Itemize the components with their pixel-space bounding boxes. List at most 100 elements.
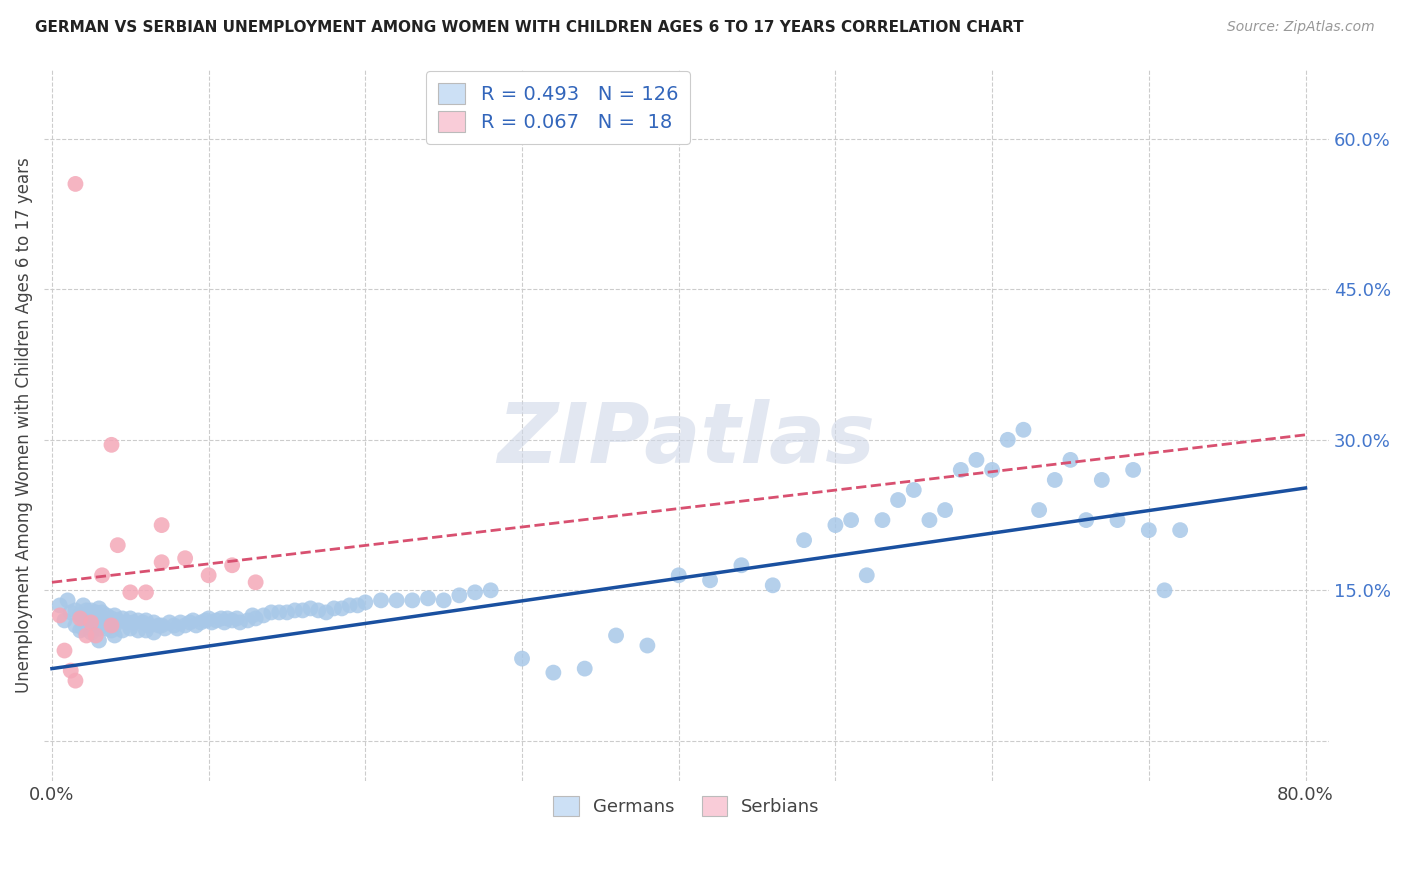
- Point: [80, 625, 103, 640]
- Point: [730, 558, 752, 573]
- Point: [762, 578, 785, 592]
- Point: [120, 611, 142, 625]
- Point: [107, 538, 129, 552]
- Point: [65, 618, 87, 632]
- Point: [166, 622, 188, 636]
- Point: [252, 608, 274, 623]
- Point: [87, 622, 110, 636]
- Point: [111, 611, 134, 625]
- Point: [65, 177, 87, 191]
- Point: [87, 633, 110, 648]
- Point: [127, 614, 149, 628]
- Point: [135, 614, 157, 628]
- Point: [323, 601, 346, 615]
- Point: [401, 593, 423, 607]
- Point: [479, 583, 502, 598]
- Point: [122, 615, 145, 630]
- Text: Source: ZipAtlas.com: Source: ZipAtlas.com: [1227, 20, 1375, 34]
- Point: [291, 603, 314, 617]
- Point: [69, 608, 91, 623]
- Point: [127, 624, 149, 638]
- Point: [53, 614, 76, 628]
- Point: [91, 618, 114, 632]
- Point: [276, 606, 298, 620]
- Point: [59, 664, 82, 678]
- Point: [330, 601, 353, 615]
- Point: [135, 585, 157, 599]
- Point: [887, 493, 910, 508]
- Point: [416, 591, 439, 606]
- Point: [699, 574, 721, 588]
- Point: [949, 463, 972, 477]
- Point: [184, 618, 207, 632]
- Point: [104, 618, 127, 632]
- Point: [339, 599, 361, 613]
- Legend: Germans, Serbians: Germans, Serbians: [544, 788, 830, 825]
- Point: [221, 558, 243, 573]
- Point: [197, 611, 219, 625]
- Point: [636, 639, 658, 653]
- Point: [135, 624, 157, 638]
- Point: [934, 503, 956, 517]
- Point: [918, 513, 941, 527]
- Point: [307, 603, 329, 617]
- Point: [150, 518, 173, 533]
- Point: [174, 618, 197, 632]
- Point: [179, 615, 201, 630]
- Point: [385, 593, 408, 607]
- Point: [449, 588, 471, 602]
- Point: [69, 624, 91, 638]
- Point: [510, 651, 533, 665]
- Point: [142, 615, 165, 630]
- Point: [1076, 513, 1098, 527]
- Point: [169, 615, 191, 630]
- Point: [236, 614, 259, 628]
- Point: [197, 568, 219, 582]
- Point: [120, 622, 142, 636]
- Point: [107, 614, 129, 628]
- Point: [217, 611, 239, 625]
- Point: [49, 608, 72, 623]
- Point: [824, 518, 846, 533]
- Point: [1091, 473, 1114, 487]
- Point: [111, 624, 134, 638]
- Point: [49, 599, 72, 613]
- Point: [104, 608, 127, 623]
- Point: [221, 614, 243, 628]
- Point: [159, 615, 181, 630]
- Point: [65, 603, 87, 617]
- Point: [245, 611, 267, 625]
- Point: [269, 606, 291, 620]
- Point: [69, 611, 91, 625]
- Point: [100, 624, 122, 638]
- Point: [75, 603, 97, 617]
- Point: [72, 622, 94, 636]
- Point: [142, 625, 165, 640]
- Point: [59, 606, 82, 620]
- Point: [346, 599, 368, 613]
- Point: [1153, 583, 1175, 598]
- Point: [1137, 523, 1160, 537]
- Point: [87, 601, 110, 615]
- Point: [100, 618, 122, 632]
- Point: [903, 483, 925, 497]
- Point: [354, 595, 377, 609]
- Text: ZIPatlas: ZIPatlas: [498, 399, 876, 480]
- Point: [1012, 423, 1035, 437]
- Point: [214, 615, 236, 630]
- Point: [150, 555, 173, 569]
- Point: [174, 551, 197, 566]
- Point: [574, 662, 596, 676]
- Point: [855, 568, 877, 582]
- Point: [96, 622, 118, 636]
- Text: GERMAN VS SERBIAN UNEMPLOYMENT AMONG WOMEN WITH CHILDREN AGES 6 TO 17 YEARS CORR: GERMAN VS SERBIAN UNEMPLOYMENT AMONG WOM…: [35, 20, 1024, 35]
- Point: [96, 608, 118, 623]
- Point: [1028, 503, 1050, 517]
- Point: [91, 568, 114, 582]
- Point: [132, 615, 155, 630]
- Point: [138, 618, 160, 632]
- Point: [433, 593, 456, 607]
- Point: [245, 575, 267, 590]
- Point: [75, 628, 97, 642]
- Point: [1043, 473, 1066, 487]
